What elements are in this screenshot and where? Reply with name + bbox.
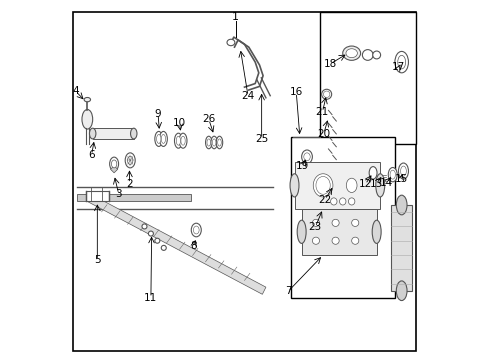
Ellipse shape [397, 55, 405, 69]
Ellipse shape [351, 219, 358, 226]
Ellipse shape [226, 39, 234, 46]
Ellipse shape [210, 136, 217, 149]
Ellipse shape [84, 98, 90, 102]
Ellipse shape [289, 174, 298, 197]
Text: 1: 1 [232, 13, 239, 22]
Text: 22: 22 [318, 195, 331, 204]
Ellipse shape [179, 133, 186, 148]
Text: 6: 6 [88, 150, 95, 160]
Ellipse shape [372, 51, 380, 59]
Text: 20: 20 [317, 129, 330, 139]
Polygon shape [294, 162, 380, 208]
Ellipse shape [159, 131, 167, 147]
Ellipse shape [156, 134, 161, 143]
Ellipse shape [89, 128, 96, 139]
Ellipse shape [368, 167, 376, 179]
Ellipse shape [398, 163, 407, 179]
Text: 19: 19 [295, 161, 308, 171]
Text: 13: 13 [368, 179, 382, 189]
Polygon shape [85, 191, 108, 202]
Ellipse shape [109, 157, 118, 171]
Text: 26: 26 [202, 114, 215, 124]
Ellipse shape [193, 226, 199, 234]
Text: 23: 23 [308, 222, 321, 232]
Ellipse shape [127, 156, 133, 165]
Ellipse shape [155, 238, 160, 243]
Ellipse shape [191, 223, 201, 237]
Text: 9: 9 [154, 109, 161, 119]
Text: 16: 16 [289, 87, 302, 98]
Ellipse shape [312, 219, 319, 226]
Ellipse shape [371, 220, 380, 243]
Ellipse shape [82, 109, 93, 129]
Ellipse shape [216, 136, 222, 149]
Text: 14: 14 [379, 178, 392, 188]
Ellipse shape [313, 174, 332, 197]
Ellipse shape [348, 198, 354, 205]
Text: 5: 5 [94, 255, 101, 265]
Ellipse shape [331, 219, 339, 226]
Ellipse shape [181, 136, 185, 145]
Ellipse shape [351, 237, 358, 244]
Text: 10: 10 [173, 118, 185, 128]
Ellipse shape [387, 167, 396, 182]
Ellipse shape [303, 153, 309, 161]
Ellipse shape [345, 49, 357, 58]
Text: 21: 21 [315, 107, 328, 117]
Ellipse shape [205, 136, 212, 149]
Text: 2: 2 [126, 179, 133, 189]
Text: 3: 3 [115, 189, 122, 199]
Ellipse shape [111, 160, 117, 168]
Ellipse shape [130, 128, 137, 139]
Text: 7: 7 [284, 287, 291, 296]
Polygon shape [110, 166, 118, 173]
Ellipse shape [395, 195, 406, 215]
Ellipse shape [346, 178, 356, 193]
Ellipse shape [161, 134, 165, 143]
Ellipse shape [321, 89, 331, 99]
Polygon shape [77, 194, 190, 202]
Ellipse shape [176, 136, 180, 145]
Ellipse shape [217, 139, 221, 146]
Ellipse shape [395, 281, 406, 301]
Polygon shape [87, 194, 265, 294]
Polygon shape [93, 128, 134, 139]
Ellipse shape [400, 166, 406, 176]
Text: 12: 12 [358, 179, 371, 189]
Ellipse shape [330, 198, 336, 205]
Text: 15: 15 [393, 174, 407, 184]
Ellipse shape [161, 246, 166, 250]
Polygon shape [301, 208, 376, 255]
Text: 11: 11 [144, 293, 157, 303]
Ellipse shape [362, 50, 372, 60]
Ellipse shape [331, 237, 339, 244]
Text: 17: 17 [391, 63, 405, 72]
Ellipse shape [315, 176, 329, 194]
Ellipse shape [375, 174, 384, 197]
Ellipse shape [342, 46, 360, 60]
Ellipse shape [142, 224, 147, 229]
Text: 4: 4 [72, 86, 79, 96]
Ellipse shape [125, 153, 135, 168]
Ellipse shape [339, 198, 345, 205]
Ellipse shape [323, 91, 329, 98]
Text: 25: 25 [255, 134, 268, 144]
Ellipse shape [174, 133, 182, 148]
Ellipse shape [155, 131, 163, 147]
Ellipse shape [206, 139, 210, 146]
Ellipse shape [212, 139, 216, 146]
Ellipse shape [148, 231, 153, 236]
Text: 8: 8 [190, 241, 197, 251]
Polygon shape [390, 205, 411, 291]
Ellipse shape [297, 220, 305, 243]
Text: 24: 24 [241, 91, 254, 101]
Ellipse shape [301, 150, 312, 163]
Text: 18: 18 [323, 59, 336, 69]
Ellipse shape [312, 237, 319, 244]
Bar [319, 12, 415, 144]
Ellipse shape [389, 170, 395, 179]
Bar [290, 137, 394, 298]
Ellipse shape [394, 51, 407, 73]
